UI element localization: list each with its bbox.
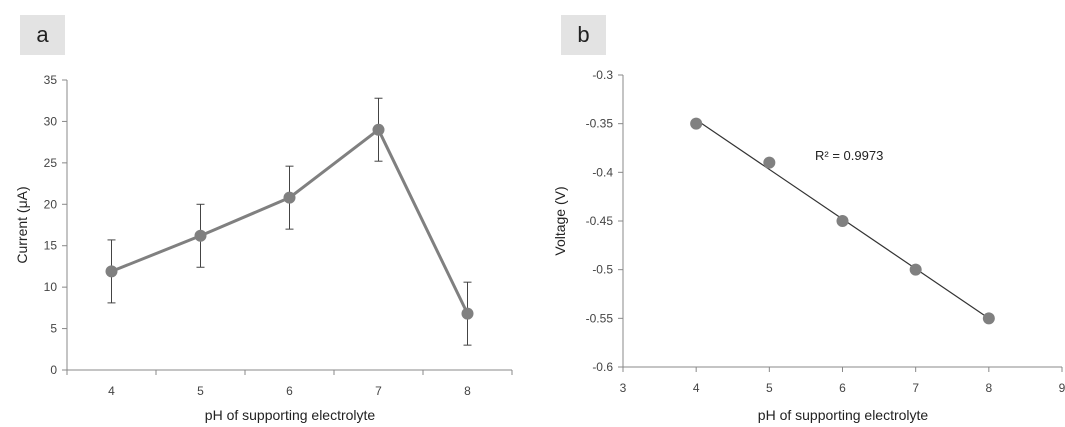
chart-b-xtick-label: 8 [985,381,992,395]
chart-a-data-point [283,191,296,204]
chart-a-xtick-label: 7 [375,384,382,398]
chart-a-xtick-label: 4 [108,384,115,398]
chart-a-ytick-label: 5 [50,322,57,336]
chart-b-data-point [836,215,849,227]
panel-label-b: b [561,15,606,55]
chart-b-ytick-label: -0.55 [586,311,614,325]
chart-a-ytick-label: 25 [44,156,58,170]
chart-a-xtick-label: 8 [464,384,471,398]
chart-b-xtick-label: 4 [693,381,700,395]
chart-a-data-point [372,123,385,136]
chart-a-xlabel: pH of supporting electrolyte [205,407,376,423]
chart-b-r2-annotation: R² = 0.9973 [815,148,883,163]
chart-b-data-point [909,263,922,276]
chart-b-ytick-label: -0.45 [586,214,614,228]
chart-a-xtick-label: 6 [286,384,293,398]
chart-a-ytick-label: 20 [44,197,58,211]
chart-a-ytick-label: 15 [44,239,58,253]
chart-a: pH of supporting electrolyte Current (μA… [14,73,513,423]
chart-b-data-point [763,156,776,169]
chart-b-data-point [690,117,703,130]
chart-b-xtick-label: 7 [912,381,919,395]
chart-b-ytick-label: -0.6 [592,360,613,374]
chart-a-ytick-label: 30 [44,114,58,128]
chart-b-xtick-label: 5 [766,381,773,395]
chart-b-xlabel: pH of supporting electrolyte [758,407,929,423]
chart-b-ytick-label: -0.35 [586,117,614,131]
chart-b-data-point [982,312,995,325]
chart-a-xtick-label: 5 [197,384,204,398]
panel-label-a: a [20,15,65,55]
chart-a-ytick-label: 10 [44,280,58,294]
chart-a-ytick-label: 0 [50,363,57,377]
chart-b-ytick-label: -0.4 [592,165,613,179]
chart-a-data-point [194,229,207,242]
chart-a-data-point [461,307,474,320]
chart-a-data-point [105,265,118,278]
chart-b: pH of supporting electrolyte Voltage (V)… [552,68,1065,423]
chart-b-xtick-label: 3 [620,381,627,395]
chart-b-ylabel: Voltage (V) [552,186,568,255]
chart-a-ytick-label: 35 [44,73,58,87]
chart-b-ytick-label: -0.5 [592,263,613,277]
chart-b-xtick-label: 9 [1059,381,1065,395]
chart-a-ylabel: Current (μA) [14,186,30,263]
chart-b-xtick-label: 6 [839,381,846,395]
chart-b-ytick-label: -0.3 [592,68,613,82]
